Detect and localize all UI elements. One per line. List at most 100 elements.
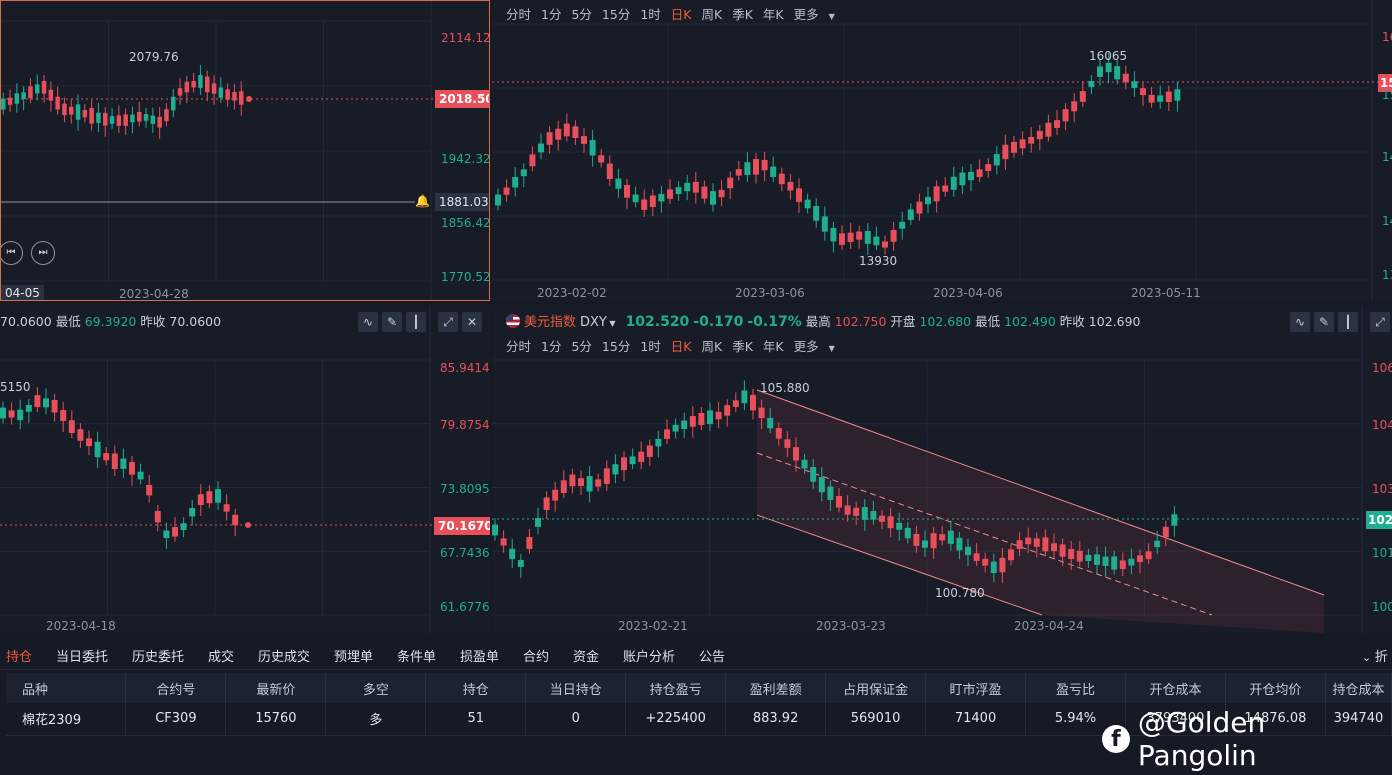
current-price-tag: 2018.50 [435,90,489,108]
column-header[interactable]: 品种 [6,673,127,703]
candle-style-icon[interactable]: ┃ [1338,312,1358,332]
column-header[interactable]: 合约号 [125,673,227,703]
live-dot [246,96,252,102]
candle-body [68,420,75,433]
tab-history-orders[interactable]: 历史委托 [132,650,185,665]
tab-conditional-orders[interactable]: 条件单 [397,650,437,665]
chevron-down-icon: ⌄ [1362,651,1375,664]
timeframe-item[interactable]: 15分 [601,7,631,22]
timeframe-item[interactable]: 15分 [601,339,631,354]
timeframe-item[interactable]: 分时 [506,339,532,354]
step-forward-icon[interactable]: ⏭ [31,241,55,265]
tab-announcements[interactable]: 公告 [699,650,726,665]
candle-body [629,456,636,465]
bell-icon[interactable]: 🔔 [415,194,430,208]
close-icon[interactable]: ✕ [462,312,482,332]
tab-preset-orders[interactable]: 预埋单 [334,650,374,665]
symbol-name[interactable]: 美元指数 [523,315,576,330]
candlestick-chart-bottom-left[interactable] [0,305,490,633]
candle-body [1008,549,1014,561]
candle-body [990,561,997,574]
column-header[interactable]: 持仓盈亏 [625,673,727,703]
timeframe-item[interactable]: 1分 [541,7,562,22]
timeframe-item[interactable]: 1时 [640,7,661,22]
timeframe-item-active[interactable]: 日K [670,7,692,22]
column-header[interactable]: 持仓 [425,673,527,703]
candle-body [1051,543,1057,551]
tab-account-analysis[interactable]: 账户分析 [623,650,676,665]
date-label: 2023-04-24 [1014,619,1084,633]
tab-today-orders[interactable]: 当日委托 [56,650,109,665]
chart-panel-bottom-left[interactable]: 70.0600 最低 69.3920 昨收 70.0600 ∿ ✎ ┃ ⤢ ✕ … [0,305,490,633]
column-header[interactable]: 最新价 [225,673,327,703]
timeframe-item[interactable]: 1时 [640,339,661,354]
column-header[interactable]: 开仓成本 [1125,673,1226,703]
column-header[interactable]: 盈利差额 [725,673,827,703]
column-header[interactable]: 持仓成本 [1325,673,1392,703]
low-label: 最低 [975,314,1001,329]
timeframe-item[interactable]: 分时 [506,7,532,22]
collapse-button[interactable]: ⌄ 折 [1362,646,1388,665]
step-back-icon[interactable]: ⏮ [1,241,23,265]
cell-direction: 多 [325,703,427,736]
candlestick-chart-top-left[interactable] [1,1,490,301]
candle-body [810,467,817,482]
column-header[interactable]: 当日持仓 [525,673,627,703]
candle-body [51,399,58,413]
candle-body [793,447,799,461]
candle-body [82,110,88,118]
more-dropdown[interactable]: 更多 ▼ [794,4,845,23]
expand-icon[interactable]: ⤢ [1370,312,1390,332]
tab-funds[interactable]: 资金 [573,650,600,665]
caret-down-icon[interactable]: ▼ [606,319,616,328]
timeframe-item[interactable]: 季K [732,339,753,354]
candle-body [129,461,135,475]
candle-body [103,453,110,461]
draw-pen-icon[interactable]: ✎ [1314,312,1334,332]
expand-icon[interactable]: ⤢ [438,312,458,332]
price-label: 79.8754 [440,418,490,432]
tab-history-trades[interactable]: 历史成交 [258,650,311,665]
timeframe-item[interactable]: 1分 [541,339,562,354]
timeframe-item-active[interactable]: 日K [670,339,692,354]
column-header[interactable]: 开仓均价 [1225,673,1326,703]
candle-body [778,173,785,185]
column-header[interactable]: 盯市浮盈 [925,673,1027,703]
candle-body [1111,556,1118,570]
tab-trades[interactable]: 成交 [208,650,235,665]
timeframe-item[interactable]: 周K [701,339,723,354]
candle-body [1148,94,1155,103]
symbol-code[interactable]: DXY [579,315,607,330]
indicator-icon[interactable]: ∿ [358,312,378,332]
candle-style-icon[interactable]: ┃ [406,312,426,332]
tab-stop-orders[interactable]: 损盈单 [460,650,500,665]
chart-panel-top-right[interactable]: 分时 1分 5分 15分 1时 日K 周K 季K 年K 更多 ▼ 16065 13… [492,0,1392,301]
timeframe-item[interactable]: 季K [732,7,753,22]
timeframe-item[interactable]: 5分 [571,339,592,354]
column-header[interactable]: 多空 [325,673,427,703]
chart-panel-top-left[interactable]: 2114.12 1942.32 1856.42 1770.52 2018.50 … [0,0,490,301]
more-dropdown[interactable]: 更多 ▼ [794,336,845,355]
candle-body [191,80,196,88]
date-label: 2023-03-23 [816,619,886,633]
indicator-icon[interactable]: ∿ [1290,312,1310,332]
channel-lower-line [756,514,1043,616]
timeframe-item[interactable]: 年K [762,7,784,22]
tab-positions[interactable]: 持仓 [6,650,33,665]
draw-pen-icon[interactable]: ✎ [382,312,402,332]
candle-body [907,209,914,221]
candle-body [1033,538,1040,547]
column-header[interactable]: 占用保证金 [825,673,927,703]
candlestick-chart-bottom-right[interactable] [492,305,1392,633]
candle-body [847,232,854,242]
alert-price-tag[interactable]: 1881.03 [435,193,489,211]
tab-contracts[interactable]: 合约 [523,650,550,665]
candlestick-chart-top-right[interactable] [492,0,1392,301]
chart-panel-bottom-right[interactable]: 美元指数 DXY ▼ 102.520 -0.170 -0.17% 最高 102.… [492,305,1392,633]
timeframe-item[interactable]: 5分 [571,7,592,22]
column-header[interactable]: 盈亏比 [1025,673,1126,703]
timeframe-item[interactable]: 周K [701,7,723,22]
table-row[interactable]: 棉花2309 CF309 15760 多 51 0 +225400 883.92… [6,703,1392,736]
timeframe-item[interactable]: 年K [762,339,784,354]
price-label: 14 [1382,150,1392,164]
